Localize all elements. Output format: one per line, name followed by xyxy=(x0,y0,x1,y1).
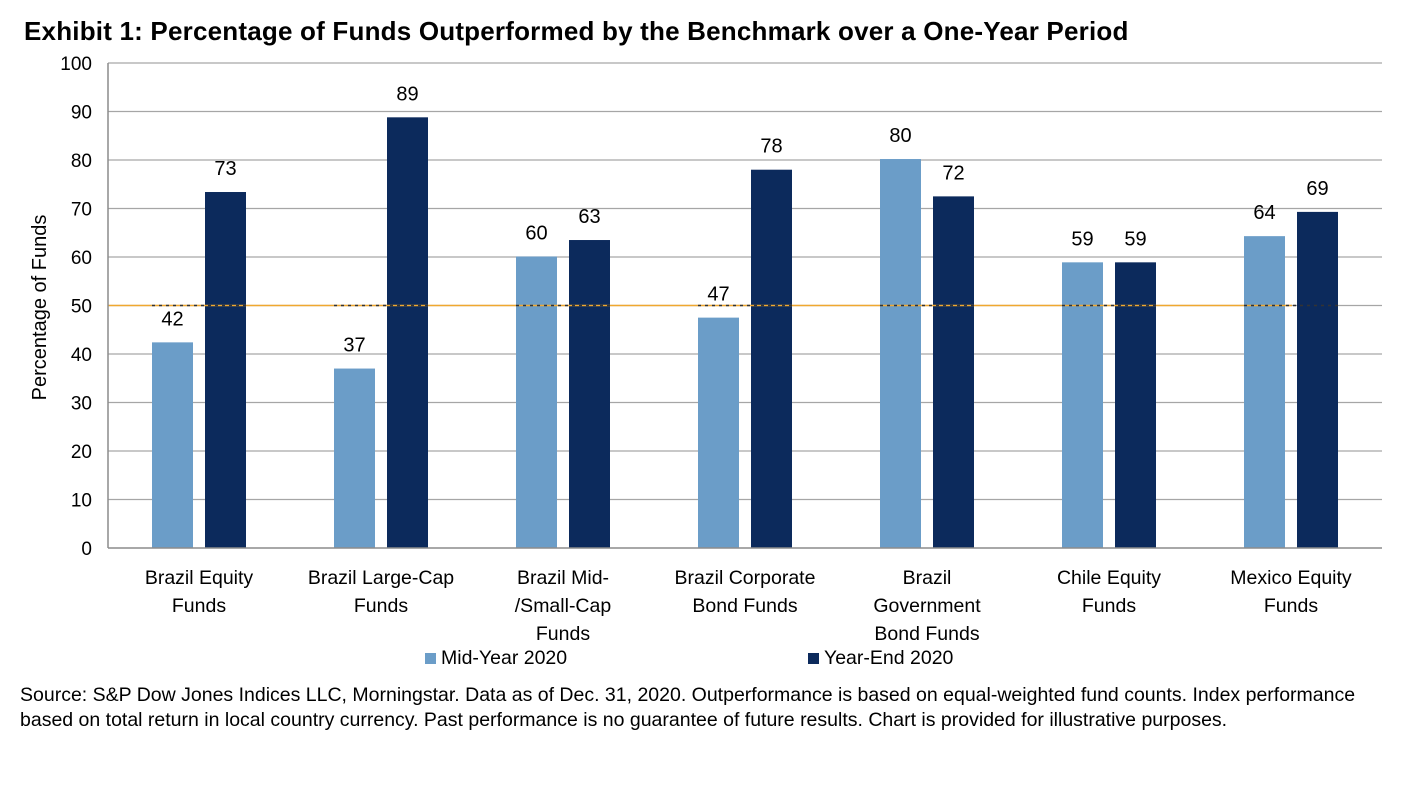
x-tick-label: Funds xyxy=(1264,595,1318,617)
legend-label: Year-End 2020 xyxy=(824,647,954,669)
y-tick-label: 20 xyxy=(71,442,92,463)
data-label: 37 xyxy=(343,335,365,357)
y-tick-label: 30 xyxy=(71,394,92,415)
bar-chart: 0 10 20 30 40 50 60 70 80 90 100 Percentage of Fund… xyxy=(29,54,1382,669)
x-tick-label: /Small-Cap xyxy=(515,595,612,617)
bar-year-end xyxy=(751,169,792,548)
legend-swatch xyxy=(425,653,436,664)
data-label: 59 xyxy=(1071,228,1093,250)
y-tick-label: 70 xyxy=(71,200,92,221)
x-tick-label: Bond Funds xyxy=(874,623,979,645)
y-tick-label: 10 xyxy=(71,491,92,512)
y-axis-title: Percentage of Funds xyxy=(29,215,51,401)
x-tick-label: Brazil Mid- xyxy=(517,567,609,589)
bar-year-end xyxy=(1297,211,1338,548)
bar-mid-year xyxy=(698,317,739,548)
gridlines xyxy=(108,62,1382,501)
bar-year-end xyxy=(933,196,974,548)
data-label: 64 xyxy=(1253,202,1275,224)
x-tick-label: Brazil Equity xyxy=(145,567,254,589)
x-tick-label: Funds xyxy=(172,595,226,617)
source-note: Source: S&P Dow Jones Indices LLC, Morni… xyxy=(20,684,1356,731)
axes: 0 10 20 30 40 50 60 70 80 90 100 Percentage of Fund… xyxy=(29,54,1382,645)
bar-year-end xyxy=(569,240,610,548)
y-tick-label: 40 xyxy=(71,345,92,366)
x-tick-label: Funds xyxy=(1082,595,1136,617)
bars xyxy=(152,117,1338,548)
y-tick-label: 0 xyxy=(81,539,92,560)
y-tick-label: 50 xyxy=(71,297,92,318)
data-label: 59 xyxy=(1124,228,1146,250)
legend-label: Mid-Year 2020 xyxy=(441,647,567,669)
x-tick-label: Government xyxy=(873,595,981,617)
data-labels: 42 73 37 89 60 63 47 78 80 72 59 59 64 69 xyxy=(161,83,1328,356)
chart-title: Exhibit 1: Percentage of Funds Outperfor… xyxy=(24,16,1129,46)
x-tick-label: Brazil Large-Cap xyxy=(308,567,454,589)
x-tick-label: Chile Equity xyxy=(1057,567,1161,589)
y-tick-label: 100 xyxy=(60,54,92,75)
data-label: 69 xyxy=(1306,178,1328,200)
data-label: 73 xyxy=(214,158,236,180)
bar-mid-year xyxy=(152,342,193,548)
data-label: 60 xyxy=(525,223,547,245)
legend-swatch xyxy=(808,653,819,664)
y-tick-label: 90 xyxy=(71,103,92,124)
x-tick-label: Funds xyxy=(536,623,590,645)
x-tick-label: Mexico Equity xyxy=(1230,567,1352,589)
bar-mid-year xyxy=(334,368,375,548)
data-label: 63 xyxy=(578,206,600,228)
legend: Mid-Year 2020 Year-End 2020 xyxy=(425,647,954,669)
bar-mid-year xyxy=(516,256,557,548)
x-tick-label: Bond Funds xyxy=(692,595,797,617)
data-label: 72 xyxy=(942,162,964,184)
data-label: 78 xyxy=(760,136,782,158)
bar-year-end xyxy=(205,192,246,548)
x-tick-label: Brazil Corporate xyxy=(675,567,816,589)
bar-year-end xyxy=(1115,262,1156,548)
x-tick-label: Funds xyxy=(354,595,408,617)
data-label: 42 xyxy=(161,308,183,330)
bar-mid-year xyxy=(1244,236,1285,548)
bar-mid-year xyxy=(1062,262,1103,548)
bar-mid-year xyxy=(880,159,921,548)
y-tick-label: 60 xyxy=(71,248,92,269)
x-tick-label: Brazil xyxy=(903,567,952,589)
data-label: 47 xyxy=(707,284,729,306)
data-label: 89 xyxy=(396,83,418,105)
bar-year-end xyxy=(387,117,428,548)
y-tick-label: 80 xyxy=(71,151,92,172)
data-label: 80 xyxy=(889,125,911,147)
